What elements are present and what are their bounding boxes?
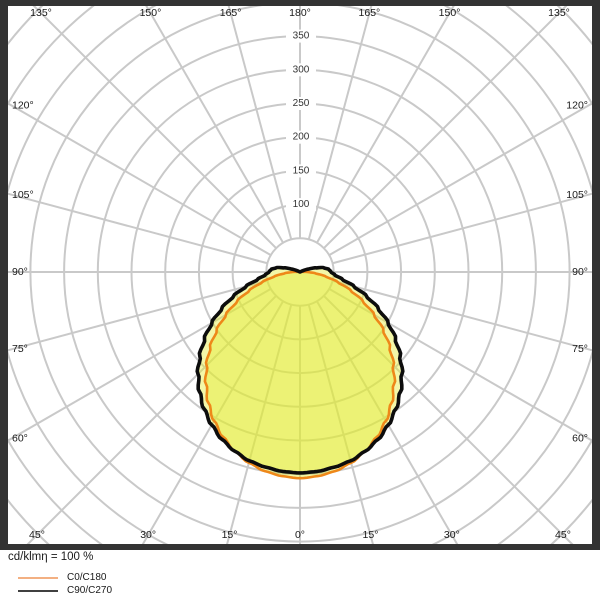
frame-top [0,0,600,6]
radial-tick-label: 300 [293,64,310,75]
grid-radial [8,102,272,257]
legend-item-c90-c270: C90/C270 [0,584,600,597]
grid-radial [323,295,575,545]
grid-radial [323,6,568,249]
angle-label: 45° [29,529,45,541]
angle-label: 75° [12,343,28,355]
grid-radial [307,6,373,240]
angle-label: 90° [572,266,588,278]
angle-label: 15° [222,529,238,541]
angle-label: 105° [12,189,34,201]
angle-label: 30° [444,529,460,541]
frame-left [0,0,8,550]
radial-tick-label: 350 [293,31,310,42]
angle-label: 75° [572,343,588,355]
angle-label: 90° [12,266,28,278]
grid-radial [141,300,285,545]
angle-label: 0° [295,529,305,541]
radial-tick-chip [286,198,316,212]
frame-bottom [0,544,600,550]
grid-radial [225,304,293,545]
grid-radial [315,300,459,545]
legend-swatch [18,577,58,579]
legend-label: C90/C270 [67,584,113,596]
grid-radial [8,279,268,352]
grid-radial [145,6,285,244]
angle-label: 180° [289,7,311,19]
angle-label: 30° [140,529,156,541]
radial-tick-chip [286,164,316,178]
angle-label: 105° [566,189,588,201]
curve-fill-c0-c180 [204,271,396,479]
angle-label: 60° [572,432,588,444]
angle-label: 45° [555,529,571,541]
angle-label: 150° [140,7,162,19]
grid-radial [328,102,592,257]
grid-radial [332,279,592,352]
angle-label: 120° [566,100,588,112]
radial-tick-label: 200 [293,132,310,143]
angle-label: 135° [30,7,52,19]
legend-item-c0-c180: C0/C180 [0,571,600,584]
radial-tick-chip [286,29,316,43]
angle-label: 15° [363,529,379,541]
legend: cd/klmη = 100 % C0/C180 C90/C270 [0,550,600,600]
legend-swatch [18,589,58,592]
grid-radial [8,192,268,265]
radial-tick-chip [286,130,316,144]
curve-c90-c270 [195,265,405,475]
angle-label: 165° [220,7,242,19]
radial-tick-chip [286,63,316,77]
angle-label: 165° [359,7,381,19]
angle-label: 60° [12,432,28,444]
grid-radial [227,6,293,240]
angle-label: 150° [439,7,461,19]
grid-radial [25,295,277,545]
legend-title: cd/klmη = 100 % [8,551,94,563]
radial-tick-chip [286,97,316,110]
radial-tick-label: 100 [293,199,310,210]
legend-label: C0/C180 [67,572,107,583]
frame-right [592,0,600,550]
radial-tick-label: 150 [293,165,310,176]
grid-radial [315,6,455,244]
angle-label: 120° [12,100,34,112]
grid-radial [332,192,592,265]
radial-tick-label: 250 [293,98,310,109]
grid-radial [32,6,277,249]
angle-label: 135° [548,7,570,19]
grid-radial [307,304,375,545]
curve-fill-c90-c270 [197,267,403,473]
